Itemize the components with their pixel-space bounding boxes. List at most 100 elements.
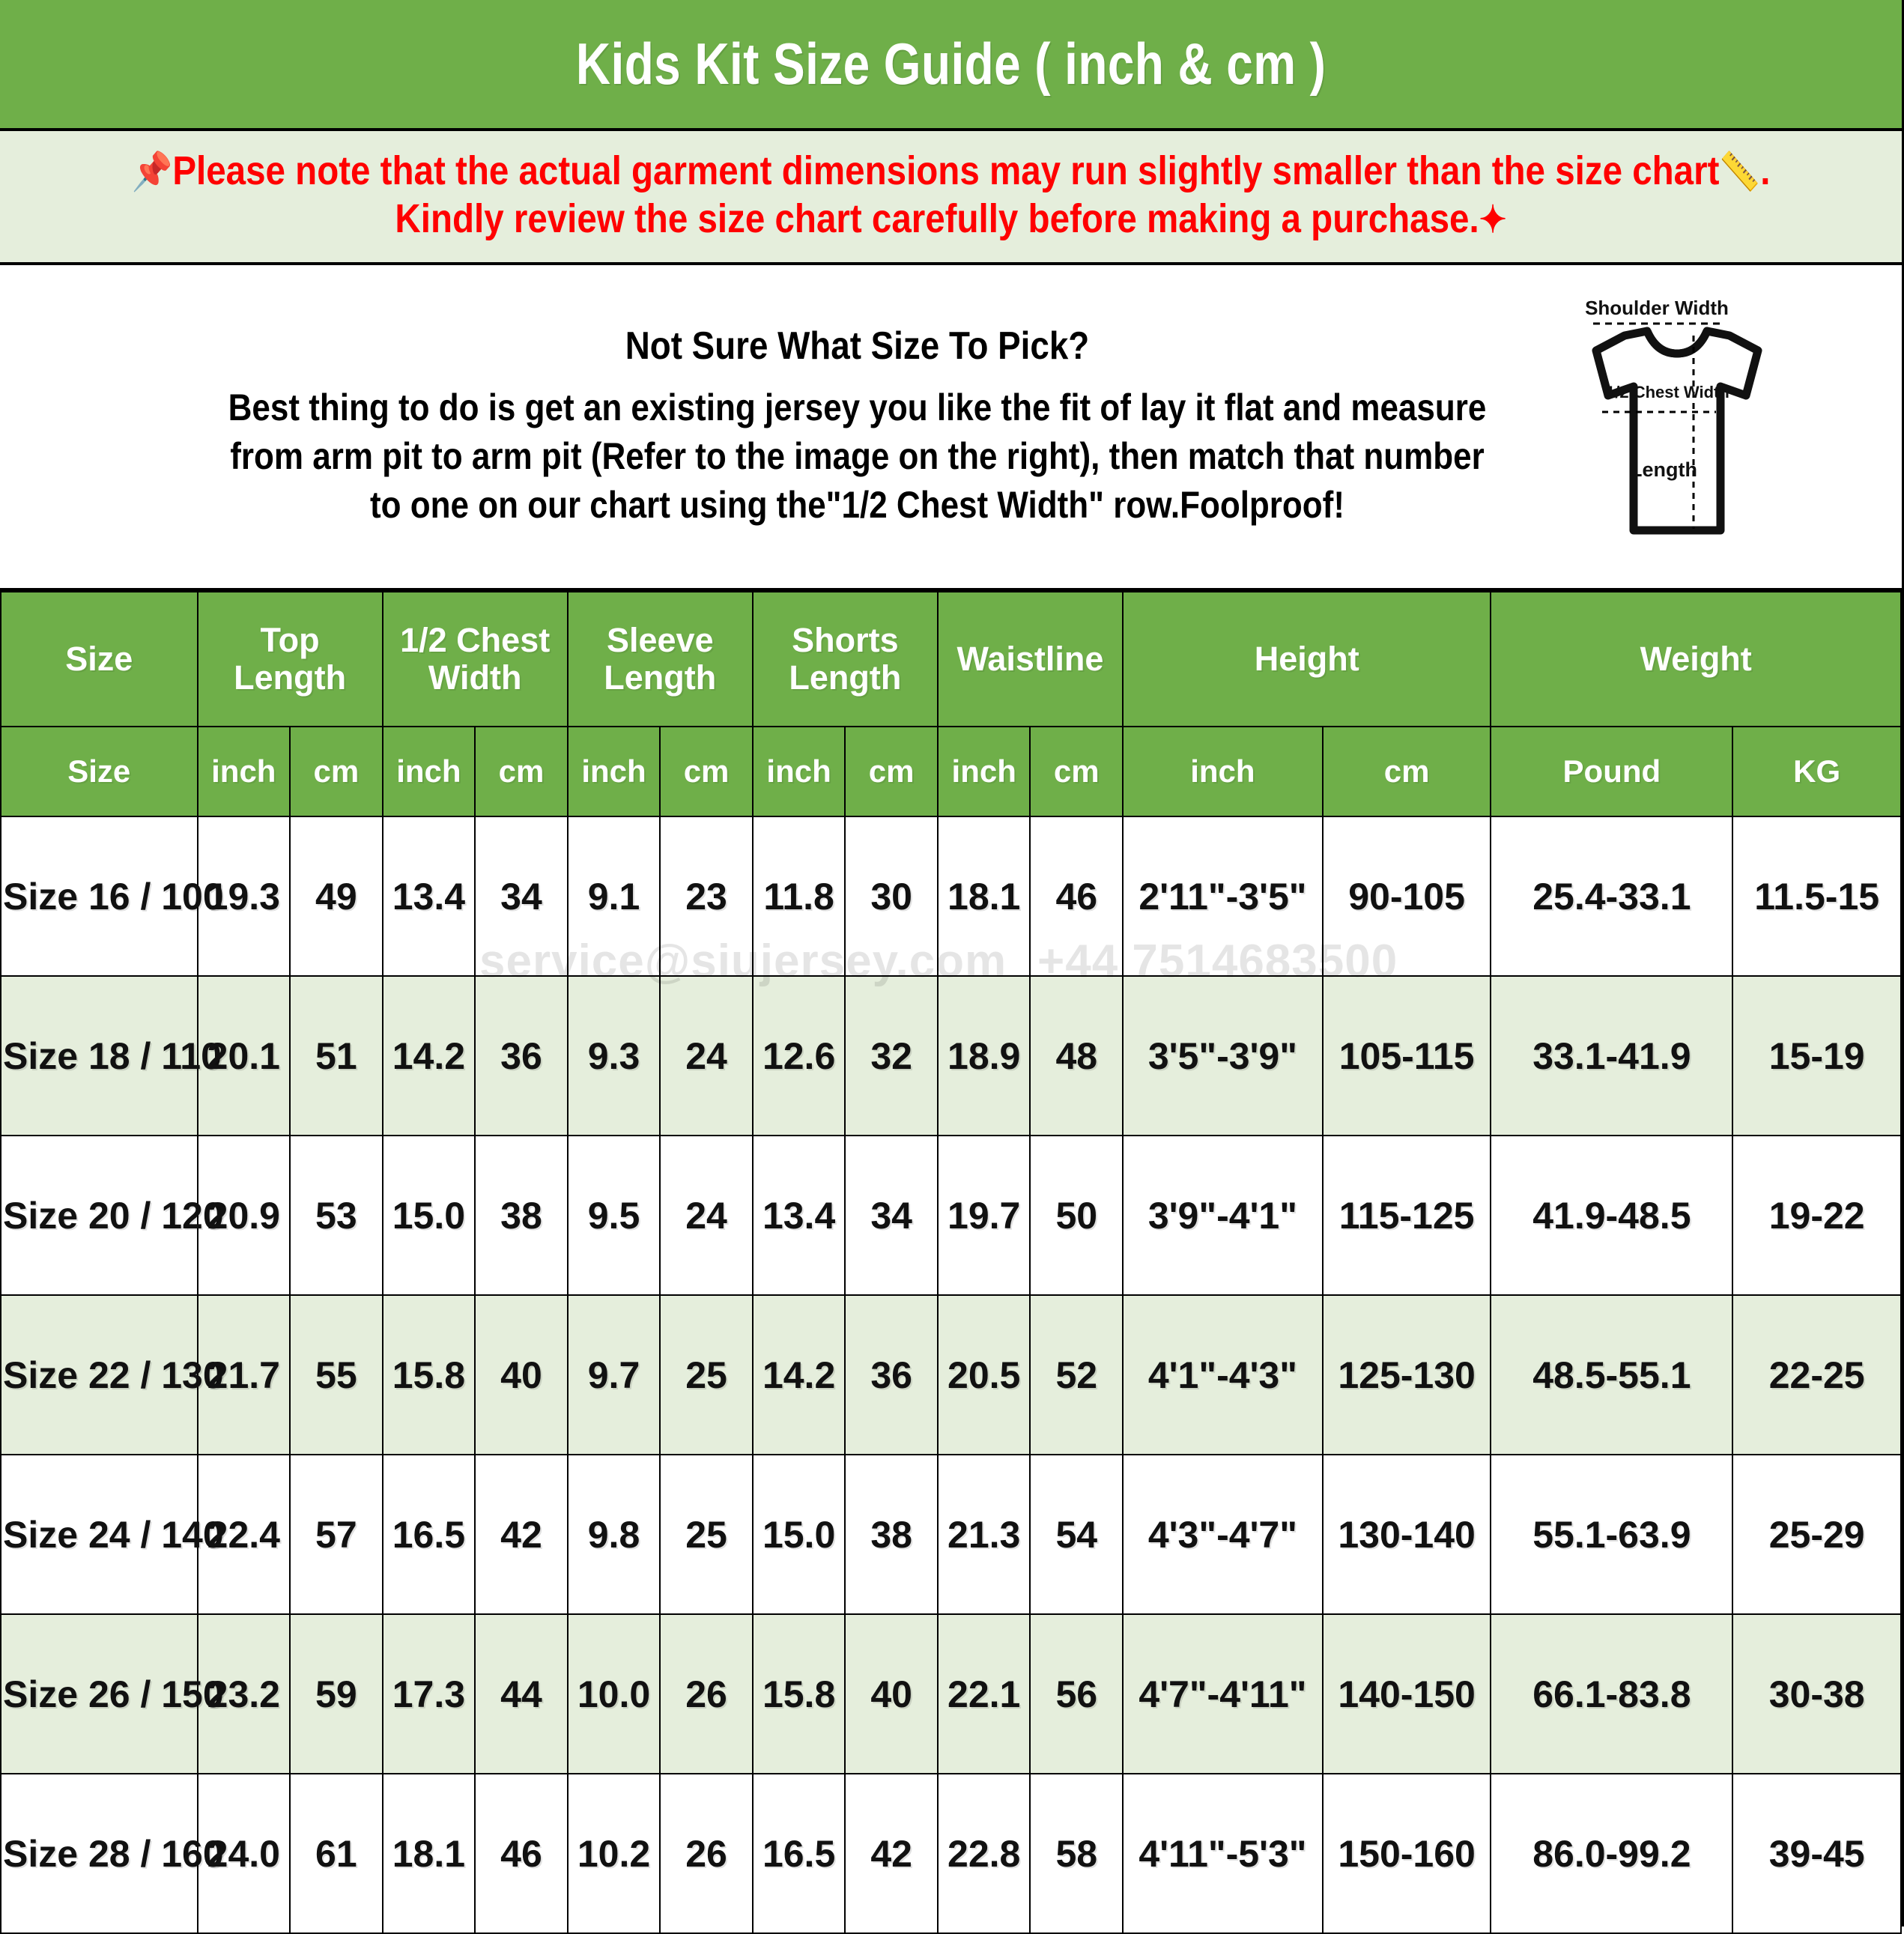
cell-chest-cm: 36 xyxy=(474,975,569,1137)
cell-weight-pound: 25.4-33.1 xyxy=(1490,816,1734,977)
info-row: Not Sure What Size To Pick? Best thing t… xyxy=(0,265,1902,592)
unit-header-chest-inch: inch xyxy=(381,726,476,818)
cell-chest-inch: 15.8 xyxy=(381,1294,476,1456)
cell-sleeve-inch: 9.1 xyxy=(566,816,661,977)
notice-text-1: Please note that the actual garment dime… xyxy=(172,148,1720,193)
cell-top-length-inch: 24.0 xyxy=(196,1773,291,1934)
cell-weight-pound: 55.1-63.9 xyxy=(1490,1454,1734,1616)
cell-shorts-inch: 15.8 xyxy=(751,1613,846,1775)
cell-weight-kg: 25-29 xyxy=(1732,1454,1902,1616)
cell-weight-pound: 86.0-99.2 xyxy=(1490,1773,1734,1934)
cell-chest-cm: 40 xyxy=(474,1294,569,1456)
cell-waist-cm: 58 xyxy=(1029,1773,1124,1934)
cell-shorts-cm: 36 xyxy=(844,1294,939,1456)
unit-header-chest-cm: cm xyxy=(474,726,569,818)
cell-shorts-inch: 16.5 xyxy=(751,1773,846,1934)
col-group-sleeve-length: Sleeve Length xyxy=(566,591,754,728)
cell-size: Size 22 / 130 xyxy=(0,1294,224,1456)
table-header: Size Top Length 1/2 Chest Width Sleeve L… xyxy=(0,591,1902,818)
cell-chest-cm: 44 xyxy=(474,1613,569,1775)
cell-chest-inch: 17.3 xyxy=(381,1613,476,1775)
cell-sleeve-cm: 24 xyxy=(659,1135,754,1297)
unit-header-sleeve-cm: cm xyxy=(659,726,754,818)
unit-header-sleeve-inch: inch xyxy=(566,726,661,818)
info-line-2: from arm pit to arm pit (Refer to the im… xyxy=(230,435,1485,478)
cell-shorts-cm: 32 xyxy=(844,975,939,1137)
cell-weight-kg: 39-45 xyxy=(1732,1773,1902,1934)
info-line-1: Best thing to do is get an existing jers… xyxy=(228,387,1487,429)
unit-header-height-inch: inch xyxy=(1122,726,1324,818)
cell-shorts-cm: 30 xyxy=(844,816,939,977)
cell-chest-inch: 15.0 xyxy=(381,1135,476,1297)
table-row: Size 22 / 130 21.7 55 15.8 40 9.7 25 14.2 36 20.5… xyxy=(0,1294,1902,1456)
table-row: Size 28 / 160 24.0 61 18.1 46 10.2 26 16.5 42 22.… xyxy=(0,1773,1902,1934)
table-row: Size 20 / 120 20.9 53 15.0 38 9.5 24 13.4 34 19.7… xyxy=(0,1135,1902,1297)
cell-sleeve-inch: 10.2 xyxy=(566,1773,661,1934)
cell-top-length-cm: 49 xyxy=(289,816,383,977)
length-label: Length xyxy=(1630,458,1697,481)
cell-sleeve-cm: 23 xyxy=(659,816,754,977)
chest-width-label: 1/2 Chest Width xyxy=(1606,383,1729,401)
cell-height-inch: 4'11"-5'3" xyxy=(1122,1773,1324,1934)
cell-height-inch: 3'5"-3'9" xyxy=(1122,975,1324,1137)
cell-waist-inch: 22.8 xyxy=(936,1773,1031,1934)
cell-height-cm: 90-105 xyxy=(1321,816,1492,977)
cell-height-inch: 2'11"-3'5" xyxy=(1122,816,1324,977)
cell-weight-pound: 33.1-41.9 xyxy=(1490,975,1734,1137)
cell-chest-inch: 18.1 xyxy=(381,1773,476,1934)
cell-waist-inch: 21.3 xyxy=(936,1454,1031,1616)
notice-text-2: Kindly review the size chart carefully b… xyxy=(395,195,1479,241)
unit-header-toplength-cm: cm xyxy=(289,726,383,818)
table-row: Size 24 / 140 22.4 57 16.5 42 9.8 25 15.0 38 21.3… xyxy=(0,1454,1902,1616)
cell-sleeve-cm: 25 xyxy=(659,1454,754,1616)
cell-top-length-cm: 59 xyxy=(289,1613,383,1775)
cell-shorts-cm: 42 xyxy=(844,1773,939,1934)
cell-weight-kg: 22-25 xyxy=(1732,1294,1902,1456)
cell-height-inch: 4'3"-4'7" xyxy=(1122,1454,1324,1616)
col-group-top-length: Top Length xyxy=(196,591,383,728)
cell-height-cm: 125-130 xyxy=(1321,1294,1492,1456)
cell-sleeve-cm: 26 xyxy=(659,1773,754,1934)
cell-waist-inch: 22.1 xyxy=(936,1613,1031,1775)
col-group-weight: Weight xyxy=(1490,591,1902,728)
cell-waist-cm: 46 xyxy=(1029,816,1124,977)
cell-weight-kg: 15-19 xyxy=(1732,975,1902,1137)
cell-weight-pound: 48.5-55.1 xyxy=(1490,1294,1734,1456)
cell-waist-cm: 52 xyxy=(1029,1294,1124,1456)
group-header-row: Size Top Length 1/2 Chest Width Sleeve L… xyxy=(0,591,1902,728)
cell-waist-inch: 19.7 xyxy=(936,1135,1031,1297)
cell-shorts-inch: 13.4 xyxy=(751,1135,846,1297)
col-group-waistline: Waistline xyxy=(936,591,1124,728)
cell-sleeve-inch: 9.5 xyxy=(566,1135,661,1297)
cell-shorts-cm: 38 xyxy=(844,1454,939,1616)
cell-sleeve-cm: 25 xyxy=(659,1294,754,1456)
ruler-icon: 📏 xyxy=(1719,151,1761,193)
cell-waist-cm: 50 xyxy=(1029,1135,1124,1297)
cell-weight-kg: 19-22 xyxy=(1732,1135,1902,1297)
info-heading: Not Sure What Size To Pick? xyxy=(625,324,1090,369)
cell-sleeve-cm: 26 xyxy=(659,1613,754,1775)
notice-line-2: Kindly review the size chart carefully b… xyxy=(124,195,1777,243)
cell-size: Size 16 / 100 xyxy=(0,816,224,977)
cell-sleeve-inch: 9.8 xyxy=(566,1454,661,1616)
unit-header-weight-pound: Pound xyxy=(1490,726,1734,818)
unit-header-toplength-inch: inch xyxy=(196,726,291,818)
page-title: Kids Kit Size Guide ( inch & cm ) xyxy=(575,31,1327,97)
cell-shorts-inch: 14.2 xyxy=(751,1294,846,1456)
cell-top-length-inch: 19.3 xyxy=(196,816,291,977)
cell-weight-kg: 11.5-15 xyxy=(1732,816,1902,977)
cell-waist-cm: 54 xyxy=(1029,1454,1124,1616)
cell-weight-pound: 66.1-83.8 xyxy=(1490,1613,1734,1775)
cell-sleeve-inch: 9.7 xyxy=(566,1294,661,1456)
cell-top-length-inch: 20.1 xyxy=(196,975,291,1137)
cell-size: Size 26 / 150 xyxy=(0,1613,224,1775)
table-body: Size 16 / 100 19.3 49 13.4 34 9.1 23 11.8 30 18.1… xyxy=(0,816,1902,1934)
cell-height-inch: 3'9"-4'1" xyxy=(1122,1135,1324,1297)
cell-top-length-inch: 23.2 xyxy=(196,1613,291,1775)
cell-waist-inch: 18.1 xyxy=(936,816,1031,977)
unit-header-shorts-cm: cm xyxy=(844,726,939,818)
cell-top-length-cm: 61 xyxy=(289,1773,383,1934)
cell-top-length-inch: 20.9 xyxy=(196,1135,291,1297)
cell-top-length-inch: 22.4 xyxy=(196,1454,291,1616)
